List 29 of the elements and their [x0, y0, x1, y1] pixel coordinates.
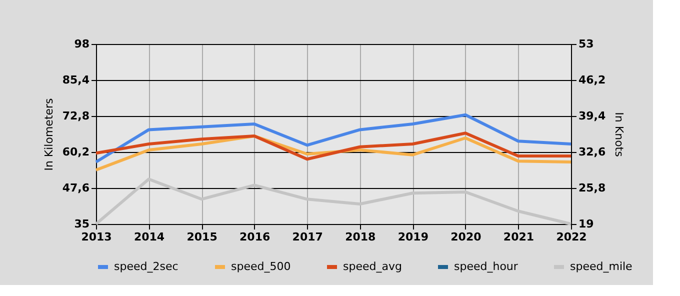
y-tick-label: 35: [74, 218, 90, 230]
legend-label: speed_avg: [343, 260, 402, 273]
y-tick-label: 98: [74, 38, 90, 50]
x-tick-label: 2013: [81, 230, 112, 244]
x-tick-label: 2015: [186, 230, 218, 244]
x-tick-label: 2014: [134, 230, 165, 244]
legend-label: speed_mile: [570, 260, 633, 273]
y-tick-label: 47,6: [62, 182, 90, 194]
x-tick-label: 2018: [345, 230, 376, 244]
legend-label: speed_2sec: [114, 260, 178, 273]
x-tick-label: 2016: [240, 230, 270, 244]
y-axis-title: In Kilometers: [42, 98, 56, 171]
y2-tick-label: 46,2: [578, 74, 606, 86]
y2-tick-label: 39,4: [578, 110, 606, 122]
x-tick-label: 2022: [556, 230, 587, 244]
y2-tick-label: 19: [578, 218, 594, 230]
y-tick-label: 60,2: [62, 146, 90, 158]
legend-label: speed_500: [231, 260, 291, 273]
y2-axis-title: In Knots: [612, 112, 626, 158]
x-tick-label: 2017: [292, 230, 323, 244]
y2-tick-label: 32,6: [578, 146, 606, 158]
x-tick-label: 2021: [503, 230, 534, 244]
y2-tick-label: 53: [578, 38, 594, 50]
x-tick-label: 2020: [450, 230, 482, 244]
y-tick-label: 72,8: [62, 110, 90, 122]
y-tick-label: 85,4: [62, 74, 90, 86]
y2-tick-label: 25,8: [578, 182, 606, 194]
x-tick-label: 2019: [398, 230, 428, 244]
legend-label: speed_hour: [454, 260, 518, 273]
